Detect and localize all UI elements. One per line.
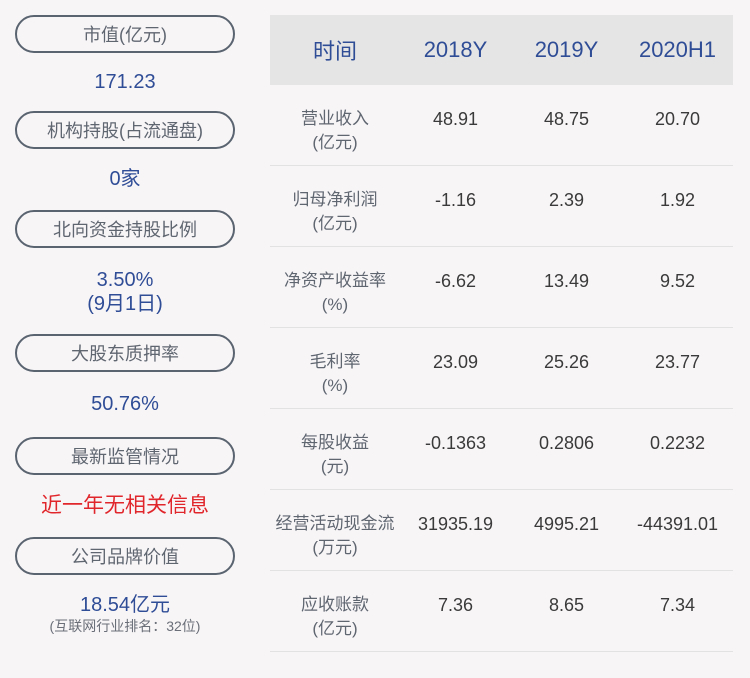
value-brand-value: 18.54亿元 bbox=[79, 594, 171, 616]
cell-value: 23.77 bbox=[654, 352, 701, 372]
value-northbound-date: (9月1日) bbox=[87, 293, 163, 315]
value-northbound-ratio: 3.50% bbox=[96, 269, 154, 291]
label-regulatory-status: 最新监管情况 bbox=[15, 437, 235, 475]
row-label: 毛利率 bbox=[309, 352, 361, 371]
cell-value: 0.2806 bbox=[538, 433, 595, 453]
value-pledge-ratio: 50.76% bbox=[91, 393, 159, 415]
cell-value: 8.65 bbox=[548, 595, 585, 615]
cell-value: 48.75 bbox=[543, 109, 590, 129]
table-row: 营业收入 (亿元) 48.91 48.75 20.70 bbox=[270, 85, 733, 166]
cell-value: 48.91 bbox=[432, 109, 479, 129]
row-label: 经营活动现金流 bbox=[275, 514, 395, 533]
cell-value: 25.26 bbox=[543, 352, 590, 372]
header-2018y: 2018Y bbox=[423, 37, 488, 62]
table-row: 应收账款 (亿元) 7.36 8.65 7.34 bbox=[270, 571, 733, 652]
table-header: 时间 2018Y 2019Y 2020H1 bbox=[270, 15, 733, 85]
cell-value: -44391.01 bbox=[636, 514, 719, 534]
header-2020h1: 2020H1 bbox=[638, 37, 717, 62]
label-institutional-holdings: 机构持股(占流通盘) bbox=[15, 111, 235, 149]
row-label: 每股收益 bbox=[301, 433, 369, 452]
value-market-cap: 171.23 bbox=[94, 71, 156, 93]
header-2019y: 2019Y bbox=[534, 37, 599, 62]
cell-value: -1.16 bbox=[434, 190, 477, 210]
row-unit: (亿元) bbox=[312, 214, 358, 233]
brand-rank-note: (互联网行业排名：32位) bbox=[49, 618, 201, 634]
cell-value: 20.70 bbox=[654, 109, 701, 129]
financial-table: 时间 2018Y 2019Y 2020H1 营业收入 (亿元) 48.91 48.… bbox=[270, 15, 733, 652]
row-label: 净资产收益率 bbox=[284, 271, 386, 290]
row-unit: (%) bbox=[321, 295, 349, 314]
table-row: 净资产收益率 (%) -6.62 13.49 9.52 bbox=[270, 247, 733, 328]
value-regulatory-status: 近一年无相关信息 bbox=[41, 494, 209, 517]
row-label: 营业收入 bbox=[301, 109, 369, 128]
cell-value: 0.2232 bbox=[649, 433, 706, 453]
row-label: 归母净利润 bbox=[292, 190, 378, 209]
cell-value: 2.39 bbox=[548, 190, 585, 210]
cell-value: 7.36 bbox=[437, 595, 474, 615]
cell-value: -0.1363 bbox=[424, 433, 487, 453]
table-row: 每股收益 (元) -0.1363 0.2806 0.2232 bbox=[270, 409, 733, 490]
row-unit: (%) bbox=[321, 376, 349, 395]
summary-panel: 市值(亿元) 171.23 机构持股(占流通盘) 0家 北向资金持股比例 3.5… bbox=[15, 15, 235, 635]
table-row: 毛利率 (%) 23.09 25.26 23.77 bbox=[270, 328, 733, 409]
cell-value: 1.92 bbox=[659, 190, 696, 210]
cell-value: 13.49 bbox=[543, 271, 590, 291]
cell-value: -6.62 bbox=[434, 271, 477, 291]
cell-value: 7.34 bbox=[659, 595, 696, 615]
row-unit: (亿元) bbox=[312, 133, 358, 152]
header-time: 时间 bbox=[312, 39, 357, 64]
table-row: 经营活动现金流 (万元) 31935.19 4995.21 -44391.01 bbox=[270, 490, 733, 571]
row-unit: (万元) bbox=[312, 538, 358, 557]
row-unit: (亿元) bbox=[312, 619, 358, 638]
label-pledge-ratio: 大股东质押率 bbox=[15, 334, 235, 372]
label-brand-value: 公司品牌价值 bbox=[15, 537, 235, 575]
cell-value: 9.52 bbox=[659, 271, 696, 291]
label-market-cap: 市值(亿元) bbox=[15, 15, 235, 53]
value-institutional-holdings: 0家 bbox=[109, 168, 141, 190]
row-unit: (元) bbox=[320, 457, 350, 476]
row-label: 应收账款 bbox=[301, 595, 369, 614]
cell-value: 31935.19 bbox=[417, 514, 494, 534]
label-northbound-ratio: 北向资金持股比例 bbox=[15, 210, 235, 248]
cell-value: 23.09 bbox=[432, 352, 479, 372]
cell-value: 4995.21 bbox=[533, 514, 600, 534]
table-row: 归母净利润 (亿元) -1.16 2.39 1.92 bbox=[270, 166, 733, 247]
